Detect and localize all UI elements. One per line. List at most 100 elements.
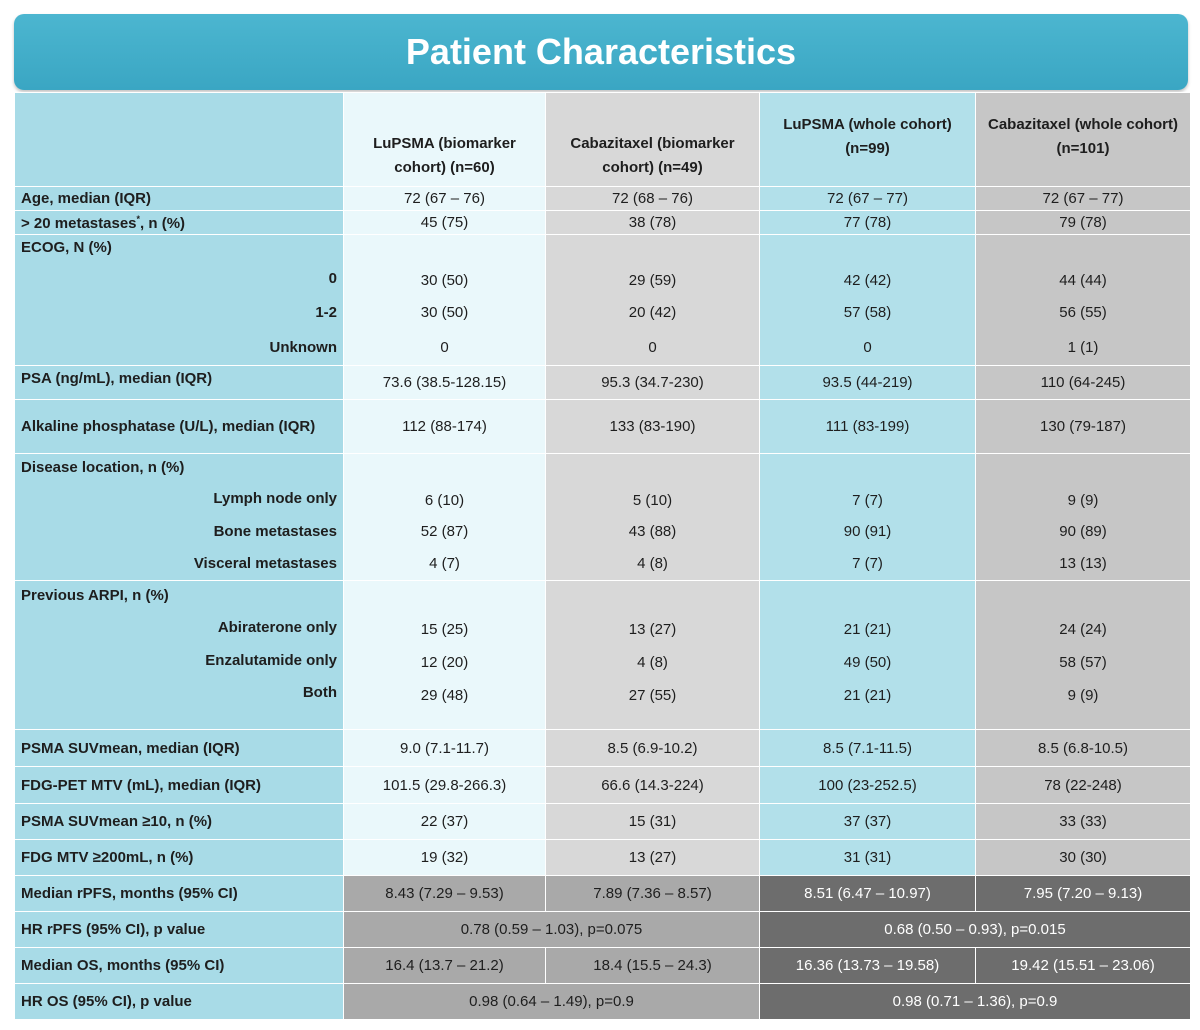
table-cell: 7 (7) (852, 555, 883, 572)
row-sublabel: Enzalutamide only (205, 652, 337, 669)
table-cell: 90 (89) (1059, 523, 1107, 540)
row-sublabel: Unknown (269, 338, 338, 356)
row-sublabel: Bone metastases (213, 523, 337, 540)
table-cell: 0 (440, 338, 449, 356)
column-header-cabazitaxel-whole: Cabazitaxel (whole cohort) (n=101) (975, 92, 1191, 187)
table-cell: 9 (9) (1067, 492, 1099, 509)
table-cell: 112 (88-174) (343, 399, 546, 454)
row-label-group: Disease location, n (%) Lymph node only … (14, 453, 344, 581)
table-cell: 21 (21) (843, 687, 892, 704)
table-row-psma-suvmean: PSMA SUVmean, median (IQR) 9.0 (7.1-11.7… (14, 729, 1191, 767)
table-row-fdg-mtv-200: FDG MTV ≥200mL, n (%) 19 (32) 13 (27) 31… (14, 839, 1191, 876)
table-cell: 6 (10) (424, 492, 465, 509)
table-cell: 38 (78) (545, 210, 760, 235)
row-label: Age, median (IQR) (14, 186, 344, 211)
row-sublabel: Abiraterone only (217, 619, 337, 636)
table-cell-group: 5 (10) 43 (88) 4 (8) (545, 453, 760, 581)
table-cell: 73.6 (38.5-128.15) (343, 365, 546, 400)
table-cell: 7.95 (7.20 – 9.13) (975, 875, 1191, 912)
table-cell: 20 (42) (628, 304, 677, 322)
table-cell: 33 (33) (975, 803, 1191, 840)
row-label-group: Previous ARPI, n (%) Abiraterone only En… (14, 580, 344, 730)
footnote-marker: * (136, 213, 141, 224)
table-cell: 56 (55) (1059, 304, 1107, 322)
row-label: HR rPFS (95% CI), p value (14, 911, 344, 948)
table-cell: 30 (50) (420, 271, 469, 289)
row-label: FDG-PET MTV (mL), median (IQR) (14, 766, 344, 804)
table-cell: 4 (7) (429, 555, 460, 572)
table-cell-group: 30 (50) 30 (50) 0 (343, 234, 546, 366)
table-cell: 1 (1) (1067, 338, 1099, 356)
table-cell: 30 (30) (975, 839, 1191, 876)
table-cell-merged: 0.98 (0.71 – 1.36), p=0.9 (759, 983, 1191, 1020)
table-cell: 13 (27) (545, 839, 760, 876)
table-cell: 13 (13) (1059, 555, 1107, 572)
table-cell-merged: 0.68 (0.50 – 0.93), p=0.015 (759, 911, 1191, 948)
table-cell: 95.3 (34.7-230) (545, 365, 760, 400)
table-cell: 8.5 (6.9-10.2) (545, 729, 760, 767)
table-cell: 45 (75) (343, 210, 546, 235)
table-cell: 42 (42) (843, 271, 892, 289)
table-cell: 29 (48) (420, 687, 469, 704)
table-row-fdg-pet-mtv: FDG-PET MTV (mL), median (IQR) 101.5 (29… (14, 766, 1191, 804)
table-cell-merged: 0.98 (0.64 – 1.49), p=0.9 (343, 983, 760, 1020)
row-sublabel: 1-2 (315, 304, 337, 322)
table-row-median-rpfs: Median rPFS, months (95% CI) 8.43 (7.29 … (14, 875, 1191, 912)
row-label: FDG MTV ≥200mL, n (%) (14, 839, 344, 876)
table-cell: 15 (25) (420, 621, 469, 638)
table-cell: 24 (24) (1059, 621, 1107, 638)
table-cell: 16.36 (13.73 – 19.58) (759, 947, 976, 984)
table-cell: 7.89 (7.36 – 8.57) (545, 875, 760, 912)
row-sublabel: Visceral metastases (193, 555, 337, 572)
table-cell: 7 (7) (852, 492, 883, 509)
patient-characteristics-table: LuPSMA (biomarker cohort) (n=60) Cabazit… (14, 92, 1191, 1020)
table-cell: 78 (22-248) (975, 766, 1191, 804)
row-label: ECOG, N (%) (21, 239, 112, 256)
table-cell: 15 (31) (545, 803, 760, 840)
table-cell-group: 13 (27) 4 (8) 27 (55) (545, 580, 760, 730)
table-cell: 29 (59) (628, 271, 677, 289)
table-cell: 110 (64-245) (975, 365, 1191, 400)
table-row-psma-suvmean-10: PSMA SUVmean ≥10, n (%) 22 (37) 15 (31) … (14, 803, 1191, 840)
row-label: PSA (ng/mL), median (IQR) (14, 365, 344, 400)
table-cell-group: 24 (24) 58 (57) 9 (9) (975, 580, 1191, 730)
table-row-previous-arpi: Previous ARPI, n (%) Abiraterone only En… (14, 580, 1191, 730)
table-row-psa: PSA (ng/mL), median (IQR) 73.6 (38.5-128… (14, 365, 1191, 400)
table-cell: 9 (9) (1067, 687, 1099, 704)
row-label: Median OS, months (95% CI) (14, 947, 344, 984)
row-label: Previous ARPI, n (%) (21, 587, 169, 604)
table-cell: 9.0 (7.1-11.7) (343, 729, 546, 767)
row-label: HR OS (95% CI), p value (14, 983, 344, 1020)
table-cell: 133 (83-190) (545, 399, 760, 454)
table-cell: 37 (37) (759, 803, 976, 840)
table-cell: 77 (78) (759, 210, 976, 235)
table-cell: 13 (27) (628, 621, 677, 638)
table-cell: 16.4 (13.7 – 21.2) (343, 947, 546, 984)
table-cell-group: 42 (42) 57 (58) 0 (759, 234, 976, 366)
column-header-cabazitaxel-biomarker: Cabazitaxel (biomarker cohort) (n=49) (545, 92, 760, 187)
table-cell: 72 (67 – 76) (343, 186, 546, 211)
table-cell-group: 29 (59) 20 (42) 0 (545, 234, 760, 366)
table-cell: 130 (79-187) (975, 399, 1191, 454)
row-label-text: > 20 metastases (21, 214, 137, 232)
table-cell-group: 44 (44) 56 (55) 1 (1) (975, 234, 1191, 366)
table-cell: 0 (863, 338, 872, 356)
header-row: LuPSMA (biomarker cohort) (n=60) Cabazit… (14, 92, 1191, 187)
table-cell-group: 7 (7) 90 (91) 7 (7) (759, 453, 976, 581)
table-cell: 49 (50) (843, 654, 892, 671)
table-cell: 31 (31) (759, 839, 976, 876)
table-cell: 4 (8) (637, 654, 668, 671)
table-cell: 90 (91) (843, 523, 892, 540)
table-row-hr-rpfs: HR rPFS (95% CI), p value 0.78 (0.59 – 1… (14, 911, 1191, 948)
table-cell: 79 (78) (975, 210, 1191, 235)
table-cell-group: 15 (25) 12 (20) 29 (48) (343, 580, 546, 730)
table-cell: 19 (32) (343, 839, 546, 876)
table-row-age: Age, median (IQR) 72 (67 – 76) 72 (68 – … (14, 186, 1191, 211)
row-label: PSMA SUVmean ≥10, n (%) (14, 803, 344, 840)
table-cell: 5 (10) (632, 492, 673, 509)
table-cell: 100 (23-252.5) (759, 766, 976, 804)
row-label-suffix: , n (%) (140, 214, 186, 232)
table-row-median-os: Median OS, months (95% CI) 16.4 (13.7 – … (14, 947, 1191, 984)
table-cell-group: 6 (10) 52 (87) 4 (7) (343, 453, 546, 581)
table-row-ecog: ECOG, N (%) 0 1-2 Unknown 30 (50) 30 (50… (14, 234, 1191, 366)
